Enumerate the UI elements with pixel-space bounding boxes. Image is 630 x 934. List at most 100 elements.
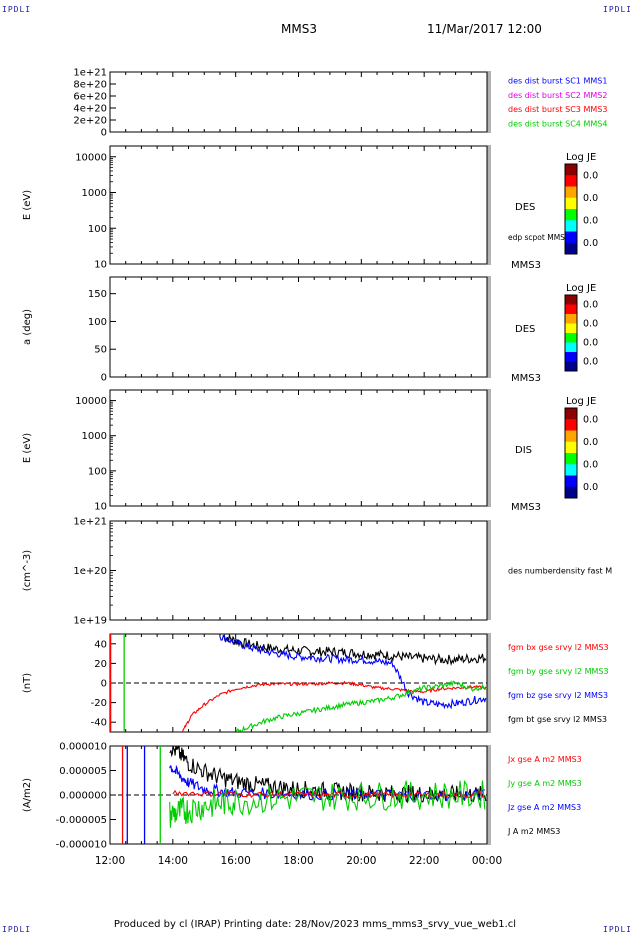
y-tick-label: 8e+20 — [73, 80, 107, 91]
colorbar-segment — [565, 408, 577, 420]
plot-datetime: 11/Mar/2017 12:00 — [427, 22, 542, 36]
y-tick-label: 2e+20 — [73, 116, 107, 127]
spacecraft-tag: MMS3 — [511, 260, 541, 271]
y-tick-label: 1e+20 — [73, 566, 107, 577]
series-line-fgm-bt-gse-srvy-l2-mms3 — [222, 634, 487, 667]
legend-entry: fgm bt gse srvy l2 MMS3 — [508, 715, 607, 724]
colorbar-segment — [565, 220, 577, 232]
colorbar-segment — [565, 209, 577, 221]
colorbar-tick-label: 0.0 — [583, 357, 598, 368]
colorbar-title: Log JE — [566, 396, 596, 407]
panel-frame-des-pitch — [109, 276, 488, 378]
colorbar-tick-label: 0.0 — [583, 319, 598, 330]
y-tick-label: 0 — [101, 373, 107, 384]
instrument-label: DES — [515, 324, 535, 335]
colorbar-tick-label: 0.0 — [583, 238, 598, 249]
colorbar-segment — [565, 164, 577, 176]
colorbar-tick-label: 0.0 — [583, 193, 598, 204]
legend-entry: des dist burst SC1 MMS1 — [508, 77, 607, 86]
y-tick-label: 0 — [101, 128, 107, 139]
colorbar-tick-label: 0.0 — [583, 482, 598, 493]
legend-entry: des dist burst SC4 MMS4 — [508, 119, 607, 128]
legend-entry: fgm bz gse srvy l2 MMS3 — [508, 691, 608, 700]
y-tick-label: 10 — [94, 260, 107, 271]
series-line-fgm-bx-gse-srvy-l2-mms3 — [181, 680, 487, 732]
colorbar-tick-label: 0.0 — [583, 437, 598, 448]
y-tick-label: 100 — [88, 224, 107, 235]
colorbar-segment — [565, 475, 577, 488]
colorbar-frame — [564, 407, 578, 499]
colorbar-segment — [565, 464, 577, 476]
colorbar-tick-label: 0.0 — [583, 215, 598, 226]
y-tick-label: 1e+21 — [73, 517, 107, 528]
y-tick-label: 100 — [88, 317, 107, 328]
y-tick-label: -40 — [91, 718, 107, 729]
colorbar-segment — [565, 304, 577, 315]
series-line-jx-gse-a-m2-mms3 — [172, 789, 486, 800]
y-tick-label: 1e+21 — [73, 68, 107, 79]
legend-entry: des numberdensity fast M — [508, 567, 612, 576]
y-tick-label: 6e+20 — [73, 92, 107, 103]
y-tick-label: 50 — [94, 345, 107, 356]
y-tick-label: 10000 — [75, 396, 107, 407]
legend-entry: Jy gse A m2 MMS3 — [507, 779, 582, 788]
colorbar-title: Log JE — [566, 152, 596, 163]
legend-entry: des dist burst SC3 MMS3 — [508, 105, 607, 114]
y-tick-label: -0.000005 — [56, 815, 107, 826]
colorbar-tick-label: 0.0 — [583, 338, 598, 349]
colorbar-segment — [565, 186, 577, 199]
footer-credit: Produced by cl (IRAP) Printing date: 28/… — [113, 919, 517, 930]
colorbar-segment — [565, 197, 577, 210]
y-tick-label: 10 — [94, 502, 107, 513]
y-tick-label: 1e+19 — [73, 616, 107, 627]
colorbar-frame — [564, 163, 578, 255]
legend-entry: Jz gse A m2 MMS3 — [507, 803, 581, 812]
instrument-label: DIS — [515, 445, 532, 456]
colorbar-segment — [565, 486, 577, 499]
overlay-note: edp scpot MMS3 — [508, 233, 570, 242]
corner-tag-top-right: IPDLI — [603, 5, 630, 14]
colorbar-tick-label: 0.0 — [583, 459, 598, 470]
colorbar-segment — [565, 352, 577, 362]
colorbar-segment — [565, 361, 577, 372]
x-tick-label: 00:00 — [472, 855, 502, 867]
panel-frame-dis-energy — [109, 389, 488, 507]
y-tick-label: 0.000005 — [59, 766, 107, 777]
colorbar-segment — [565, 175, 577, 187]
colorbar-segment — [565, 441, 577, 454]
y-tick-label: 100 — [88, 466, 107, 477]
colorbar-segment — [565, 333, 577, 343]
x-tick-label: 16:00 — [221, 855, 251, 867]
colorbar-segment — [565, 430, 577, 443]
colorbar-tick-label: 0.0 — [583, 170, 598, 181]
colorbar-tick-label: 0.0 — [583, 414, 598, 425]
colorbar-segment — [565, 231, 577, 244]
y-axis-label: (A/m2) — [22, 778, 33, 812]
spacecraft-tag: MMS3 — [511, 373, 541, 384]
colorbar-title: Log JE — [566, 283, 596, 294]
y-tick-label: 0.000010 — [59, 742, 107, 753]
y-tick-label: 20 — [94, 659, 107, 670]
y-tick-label: -20 — [91, 698, 107, 709]
y-axis-label: E (eV) — [22, 190, 33, 220]
y-tick-label: 1000 — [82, 188, 107, 199]
spacecraft-title: MMS3 — [281, 22, 317, 36]
series-line-fgm-bz-gse-srvy-l2-mms3 — [219, 634, 487, 710]
instrument-label: DES — [515, 202, 535, 213]
colorbar-segment — [565, 323, 577, 334]
corner-tag-bottom-left: IPDLI — [2, 925, 32, 934]
y-axis-label: (cm^-3) — [22, 550, 33, 591]
y-tick-label: 0.000000 — [59, 791, 107, 802]
legend-entry: fgm by gse srvy l2 MMS3 — [508, 667, 609, 676]
panel-frame-des-energy — [109, 145, 488, 265]
colorbar-segment — [565, 419, 577, 431]
y-tick-label: 1000 — [82, 431, 107, 442]
x-tick-label: 12:00 — [95, 855, 125, 867]
colorbar-segment — [565, 453, 577, 465]
panel-frame-distribution — [109, 71, 488, 133]
legend-entry: Jx gse A m2 MMS3 — [507, 755, 582, 764]
panel-frame-density — [109, 520, 488, 621]
y-tick-label: 10000 — [75, 152, 107, 163]
colorbar-segment — [565, 314, 577, 324]
